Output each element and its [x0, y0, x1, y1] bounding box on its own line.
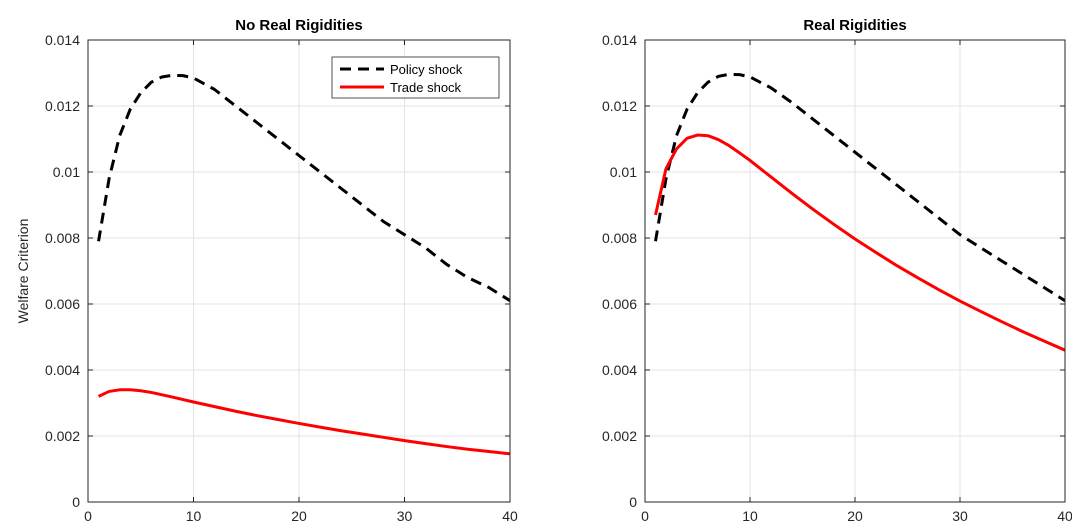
y-tick-label: 0.012: [45, 98, 80, 114]
x-tick-label: 10: [742, 508, 758, 522]
y-tick-label: 0.006: [45, 296, 80, 312]
y-tick-label: 0.01: [53, 164, 80, 180]
series-line-policy-shock: [97, 73, 510, 302]
chart-panel-2: 0 10 20 30 40 0 0.002 0.004 0.006 0.008 0.01 0.012 0…: [602, 17, 1072, 522]
y-tick-label: 0.002: [602, 428, 637, 444]
legend: Policy shock Trade shock: [331, 56, 500, 99]
y-tick-label: 0.014: [602, 32, 637, 48]
x-tick-label: 40: [502, 508, 518, 522]
y-tick-label: 0.004: [45, 362, 80, 378]
x-tick-label: 10: [186, 508, 202, 522]
y-tick-label: 0.01: [610, 164, 637, 180]
y-tick-label: 0.012: [602, 98, 637, 114]
y-tick-label: 0: [72, 494, 80, 510]
x-tick-label: 20: [847, 508, 863, 522]
y-tick-label: 0.014: [45, 32, 80, 48]
series-line-trade-shock: [97, 388, 510, 456]
y-tick-label: 0.008: [602, 230, 637, 246]
chart-title: No Real Rigidities: [235, 17, 363, 34]
legend-label: Trade shock: [390, 80, 462, 95]
x-tick-label: 0: [641, 508, 649, 522]
legend-label: Policy shock: [390, 62, 463, 77]
chart-panel-1: 0 10 20 30 40 0 0.002 0.004 0.006 0.008 0.01 0.012 0…: [15, 17, 518, 522]
y-tick-label: 0.006: [602, 296, 637, 312]
y-axis-label: Welfare Criterion: [15, 219, 31, 324]
y-tick-label: 0: [629, 494, 637, 510]
y-tick-label: 0.002: [45, 428, 80, 444]
y-tick-label: 0.008: [45, 230, 80, 246]
x-tick-label: 40: [1057, 508, 1072, 522]
series-line-policy-shock: [654, 72, 1065, 302]
legend-box: [331, 56, 500, 99]
x-tick-label: 30: [397, 508, 413, 522]
x-tick-label: 30: [952, 508, 968, 522]
series-line-trade-shock: [654, 133, 1065, 352]
x-tick-label: 20: [291, 508, 307, 522]
y-tick-label: 0.004: [602, 362, 637, 378]
chart-title: Real Rigidities: [803, 17, 906, 34]
x-tick-label: 0: [84, 508, 92, 522]
